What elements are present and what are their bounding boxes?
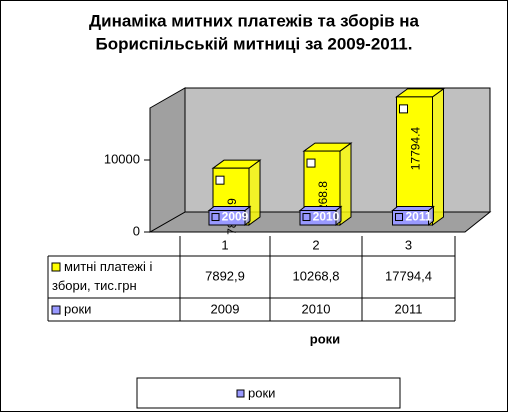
table-cell: 2011 xyxy=(395,301,423,316)
label-key xyxy=(395,213,403,222)
legend-key xyxy=(236,389,245,398)
data-label: 2010 xyxy=(313,210,340,224)
bar xyxy=(396,96,433,226)
table-cell: 2009 xyxy=(211,301,240,316)
bar-side xyxy=(432,87,444,226)
chart-title: Бориспільській митниці за 2009-2011. xyxy=(96,34,413,53)
x-tick-label: 3 xyxy=(405,237,412,252)
x-tick-label: 1 xyxy=(221,237,228,252)
bar-side xyxy=(248,159,261,226)
x-tick-label: 2 xyxy=(312,237,319,252)
data-label: 2011 xyxy=(405,210,431,224)
series-name: митні платежі і збори, тис.грн xyxy=(52,259,152,293)
chart-title: Динаміка митних платежів та зборів на xyxy=(89,11,420,30)
data-label: 2009 xyxy=(222,210,249,224)
table-cell: 17794,4 xyxy=(385,268,432,283)
label-key xyxy=(211,213,220,222)
legend-key xyxy=(51,262,61,272)
table-cell: 7892,9 xyxy=(205,268,245,283)
label-key xyxy=(306,158,316,168)
table-cell: 2010 xyxy=(302,301,331,316)
label-key xyxy=(399,104,408,114)
x-axis-label: роки xyxy=(310,331,340,346)
series-name: роки xyxy=(64,301,91,316)
label-key xyxy=(215,175,225,185)
legend xyxy=(136,377,401,409)
bar-side xyxy=(339,142,352,226)
label-key xyxy=(302,213,311,222)
data-label: 17794.4 xyxy=(409,127,423,171)
legend-label: роки xyxy=(248,385,275,400)
table-cell: 10268,8 xyxy=(293,268,340,283)
y-tick-label: 10000 xyxy=(104,151,140,166)
side-wall xyxy=(149,87,186,233)
legend-key xyxy=(51,305,61,315)
y-tick-label: 0 xyxy=(133,223,140,238)
